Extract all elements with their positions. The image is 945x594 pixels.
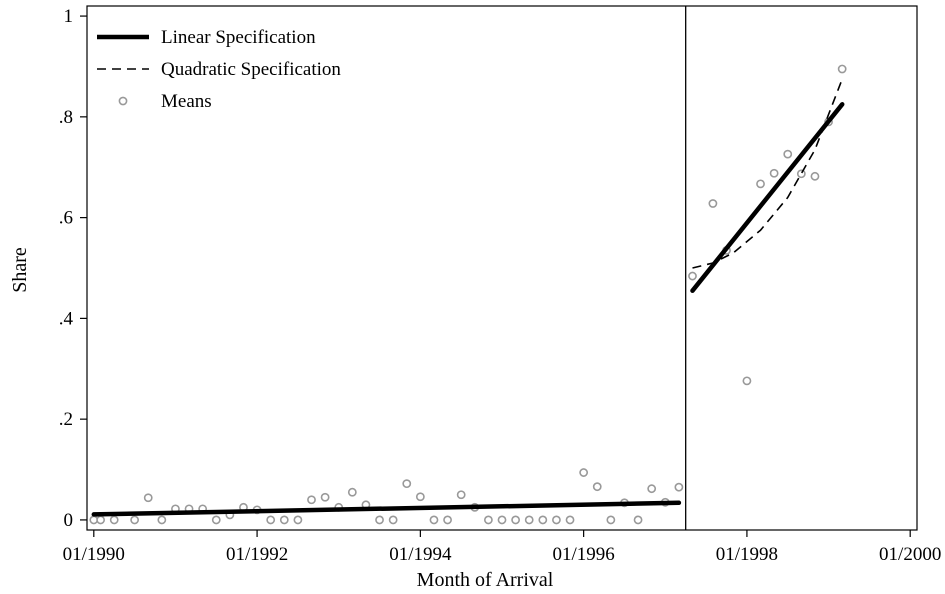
- mean-point: [307, 495, 316, 505]
- mean-point: [347, 487, 357, 497]
- mean-point: [565, 515, 575, 525]
- x-axis-label: Month of Arrival: [417, 569, 554, 591]
- y-tick-label: .6: [59, 208, 73, 229]
- y-tick-label: .2: [59, 409, 73, 430]
- mean-point: [769, 168, 779, 178]
- axes-layer: 0 .2 .4 .6 .8 1 01/1990 01/1992 01/1994 01/1996 01…: [59, 6, 942, 565]
- mean-point: [443, 515, 452, 525]
- mean-point: [783, 149, 793, 159]
- legend-label: Means: [161, 91, 212, 112]
- quadratic-fit-line: [93, 502, 679, 516]
- mean-point: [130, 515, 140, 525]
- quadratic-fit-line: [692, 78, 843, 269]
- legend-means-symbol: [118, 96, 128, 106]
- legend-label: Linear Specification: [161, 27, 316, 48]
- mean-point: [483, 515, 493, 525]
- plot-frame: [86, 5, 918, 531]
- mean-point: [633, 515, 643, 525]
- legend: Linear Specification Quadratic Specificat…: [97, 27, 341, 112]
- mean-point: [524, 515, 534, 525]
- x-tick-label: 01/2000: [879, 544, 941, 565]
- mean-point: [579, 468, 589, 477]
- mean-point: [592, 482, 602, 492]
- mean-point: [552, 515, 561, 525]
- mean-point: [497, 515, 507, 525]
- mean-point: [742, 376, 752, 386]
- x-tick-label: 01/1996: [552, 544, 614, 565]
- mean-point: [143, 493, 153, 503]
- mean-point: [415, 492, 425, 502]
- mean-point: [375, 515, 384, 525]
- x-tick-label: 01/1998: [716, 544, 778, 565]
- linear-fit-line: [690, 102, 845, 293]
- mean-point: [538, 515, 548, 525]
- mean-point: [837, 64, 847, 74]
- mean-point: [320, 492, 330, 502]
- mean-point: [756, 179, 765, 189]
- mean-point: [402, 479, 412, 489]
- y-tick-label: .4: [59, 308, 74, 329]
- mean-point: [279, 515, 289, 525]
- mean-point: [511, 515, 521, 525]
- mean-point: [388, 515, 398, 525]
- mean-point: [674, 482, 684, 492]
- mean-point: [266, 515, 276, 525]
- marks-layer: [89, 6, 847, 530]
- x-tick-label: 01/1992: [226, 544, 288, 565]
- mean-point: [429, 515, 439, 525]
- mean-point: [96, 515, 106, 525]
- mean-point: [157, 515, 167, 525]
- mean-point: [456, 490, 466, 500]
- mean-point: [688, 271, 697, 281]
- mean-point: [293, 515, 303, 525]
- mean-point: [109, 515, 119, 525]
- mean-point: [796, 169, 806, 179]
- x-tick-label: 01/1990: [63, 544, 125, 565]
- legend-label: Quadratic Specification: [161, 59, 341, 80]
- mean-point: [647, 484, 657, 494]
- y-tick-label: .8: [59, 107, 73, 128]
- y-axis-label: Share: [9, 247, 31, 293]
- mean-point: [606, 515, 616, 525]
- mean-point: [211, 515, 221, 525]
- mean-point: [810, 171, 820, 181]
- x-tick-label: 01/1994: [389, 544, 452, 565]
- y-tick-label: 1: [64, 6, 74, 27]
- y-tick-label: 0: [64, 510, 74, 531]
- mean-point: [708, 199, 718, 208]
